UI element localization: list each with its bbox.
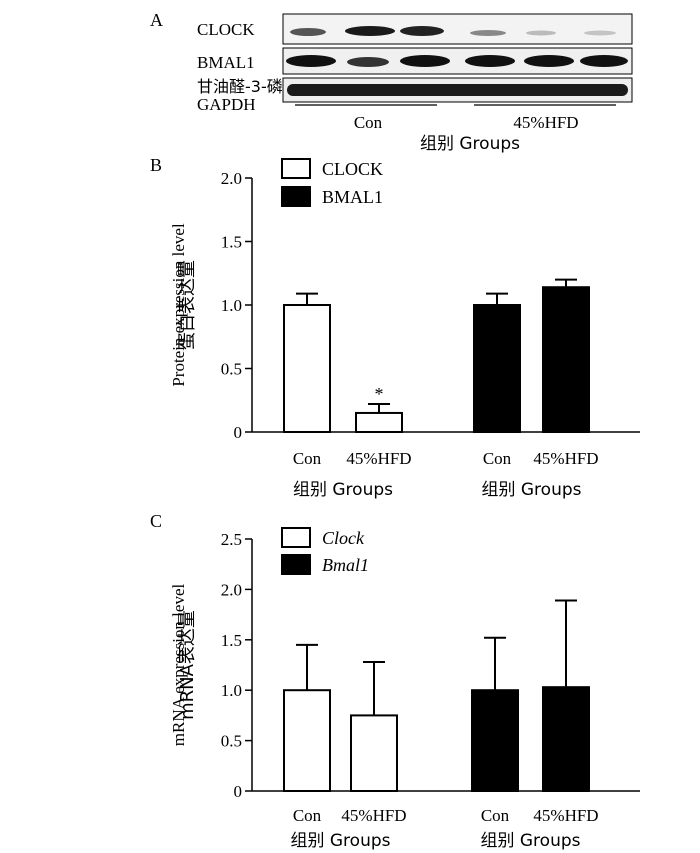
y-axis-title-en: mRNA expression level xyxy=(169,584,188,747)
y-tick-label: 1.5 xyxy=(221,233,242,252)
x-tick-label: 45%HFD xyxy=(346,449,411,468)
bar-bmal1-45hfd xyxy=(542,686,590,793)
group-label-con: Con xyxy=(354,113,383,132)
x-tick-label: Con xyxy=(293,449,322,468)
legend-swatch-0 xyxy=(281,158,311,179)
bar-bmal1-45hfd xyxy=(542,286,590,433)
y-axis-title-cn: mRNA表达量 xyxy=(177,610,198,720)
blot-label-bmal1: BMAL1 xyxy=(197,53,255,72)
panel-a-letter: A xyxy=(150,10,163,30)
legend-swatch-1 xyxy=(281,554,311,575)
legend-label-0: CLOCK xyxy=(322,159,383,179)
blot-strip-bmal1 xyxy=(282,47,633,75)
panel-a-xaxis-label: 组别 Groups xyxy=(420,134,520,154)
blot-label-clock: CLOCK xyxy=(197,20,255,39)
bar-clock-con xyxy=(283,304,331,433)
y-tick-label: 2.5 xyxy=(221,530,242,549)
y-tick-label: 1.0 xyxy=(221,681,242,700)
group-label-hfd: 45%HFD xyxy=(513,113,578,132)
x-axis-title: 组别 Groups xyxy=(480,831,580,851)
y-tick-label: 2.0 xyxy=(221,580,242,599)
bar-clock-45hfd xyxy=(350,714,398,793)
legend-swatch-0 xyxy=(281,527,311,548)
legend-label-1: Bmal1 xyxy=(322,555,369,575)
bar-clock-con xyxy=(283,689,331,793)
blot-strip-clock xyxy=(282,13,633,45)
significance-marker: * xyxy=(375,384,384,404)
y-tick-label: 1.0 xyxy=(221,296,242,315)
blot-label-gapdh: GAPDH xyxy=(197,95,256,114)
legend-label-1: BMAL1 xyxy=(322,187,383,207)
x-axis-title: 组别 Groups xyxy=(481,480,581,500)
x-axis-title: 组别 Groups xyxy=(290,831,390,851)
y-tick-label: 1.5 xyxy=(221,631,242,650)
bar-bmal1-con xyxy=(473,304,521,433)
x-tick-label: Con xyxy=(293,806,322,825)
x-tick-label: 45%HFD xyxy=(341,806,406,825)
blot-strip-gapdh xyxy=(282,77,633,103)
panel-b-letter: B xyxy=(150,155,162,175)
y-tick-label: 0 xyxy=(234,423,243,442)
x-tick-label: 45%HFD xyxy=(533,449,598,468)
y-tick-label: 0.5 xyxy=(221,360,242,379)
legend-swatch-1 xyxy=(281,186,311,207)
bar-bmal1-con xyxy=(471,689,519,793)
y-tick-label: 2.0 xyxy=(221,169,242,188)
y-tick-label: 0.5 xyxy=(221,732,242,751)
x-tick-label: Con xyxy=(483,449,512,468)
x-tick-label: Con xyxy=(481,806,510,825)
y-tick-label: 0 xyxy=(234,782,243,801)
legend-label-0: Clock xyxy=(322,528,365,548)
panel-a: A CLOCK BMAL1 甘油醛-3-磷酸脱氢酶 GAPDH xyxy=(150,10,633,154)
panel-c-letter: C xyxy=(150,511,162,531)
x-tick-label: 45%HFD xyxy=(533,806,598,825)
x-axis-title: 组别 Groups xyxy=(293,480,393,500)
y-axis-title-en: Protein expression level xyxy=(169,223,188,387)
y-axis-title-cn: 蛋白表达量 xyxy=(177,260,198,350)
bar-clock-45hfd xyxy=(355,411,403,434)
